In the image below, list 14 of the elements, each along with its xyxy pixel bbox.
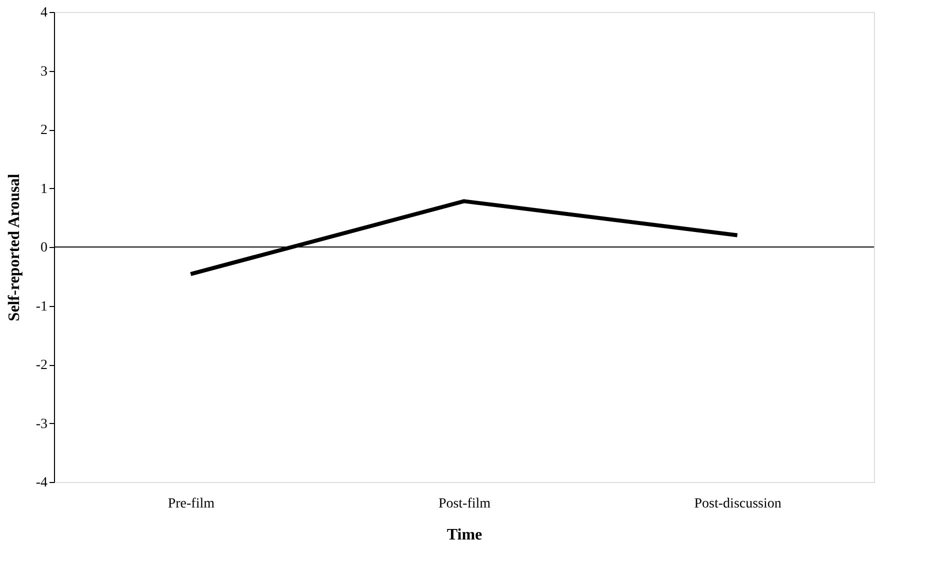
y-tick-label: 2: [40, 123, 48, 138]
y-tick-label: 3: [40, 64, 48, 80]
x-tick-label: Post-film: [438, 496, 491, 512]
y-tick-label: -3: [36, 416, 48, 432]
y-axis-title: Self-reported Arousal: [6, 173, 23, 322]
y-tick-label: 0: [40, 240, 48, 256]
y-tick-label: -2: [36, 358, 48, 373]
y-tick-label: 1: [40, 182, 48, 197]
x-tick-label: Pre-film: [168, 496, 215, 512]
x-axis-title: Time: [446, 526, 482, 544]
y-tick-label: 4: [40, 6, 48, 20]
y-tick-label: -4: [36, 476, 48, 490]
y-tick-label: -1: [36, 299, 48, 314]
x-tick-label: Post-discussion: [694, 496, 782, 512]
